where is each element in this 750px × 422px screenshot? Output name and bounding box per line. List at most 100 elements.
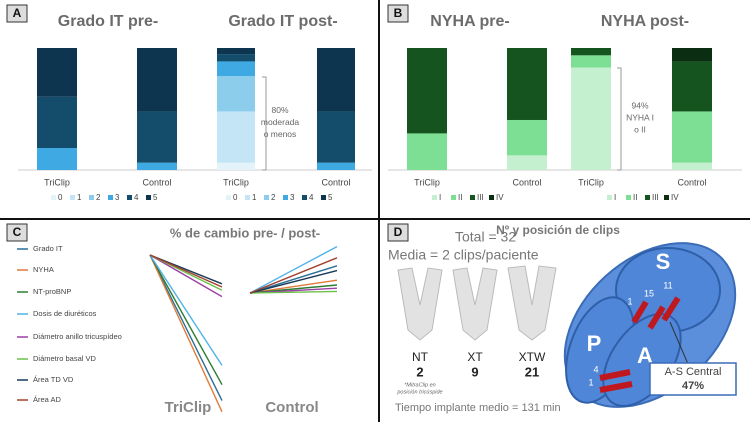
chart-title: NYHA post- — [601, 13, 689, 30]
slope-line — [149, 254, 223, 401]
slope-line — [149, 254, 223, 413]
legend-label: 4 — [134, 193, 139, 202]
bar-segment — [217, 76, 255, 112]
slope-line — [249, 245, 338, 294]
legend-label: I — [439, 193, 441, 202]
chart-title: Grado IT post- — [228, 13, 337, 30]
slope-line — [249, 257, 338, 294]
legend-label: NT-proBNP — [33, 287, 71, 296]
legend-swatch — [645, 195, 650, 200]
callout-text: A-S Central — [665, 366, 722, 378]
bar-segment — [507, 48, 547, 120]
bar-segment — [507, 155, 547, 170]
bar-segment — [571, 67, 611, 170]
clip-marks — [599, 296, 681, 393]
bar-segment — [407, 48, 447, 134]
legend-swatch — [245, 195, 250, 200]
callout-line — [669, 321, 689, 365]
legend-swatch — [226, 195, 231, 200]
clip-count-label: 4 — [593, 364, 598, 374]
clip-image — [397, 267, 443, 341]
chart-title: NYHA pre- — [430, 13, 509, 30]
x-tick-label: Control — [321, 177, 350, 187]
legend-label: IV — [496, 193, 504, 202]
group-label: TriClip — [165, 399, 212, 416]
legend-label: 5 — [153, 193, 158, 202]
legend-swatch — [89, 195, 94, 200]
bar-segment — [407, 133, 447, 170]
diagram-title: Nº y posición de clips — [496, 223, 620, 237]
legend-swatch — [264, 195, 269, 200]
panel-label-box — [387, 4, 409, 23]
legend-label: Diámetro anillo tricuspídeo — [33, 332, 122, 341]
x-tick-label: Control — [512, 177, 541, 187]
slope-line — [149, 254, 223, 385]
clip-image — [452, 267, 498, 341]
callout-box — [649, 362, 737, 396]
bar-segment — [571, 55, 611, 68]
bar-segment — [571, 48, 611, 56]
legend-label: 0 — [233, 193, 238, 202]
legend-swatch — [432, 195, 437, 200]
clip-images — [397, 265, 557, 341]
clip-mark — [599, 369, 631, 381]
note: *MitraClip en — [404, 382, 435, 388]
leaflet-label: A — [637, 343, 653, 368]
legend-label: 4 — [309, 193, 314, 202]
legend-swatch — [146, 195, 151, 200]
clip-count-label: 15 — [644, 288, 654, 298]
clip-mark — [599, 381, 633, 393]
legend-swatch — [283, 195, 288, 200]
slope-line — [249, 265, 338, 294]
bracket — [617, 67, 622, 171]
clip-counts: 1 15 11 4 1 — [588, 280, 672, 387]
clip-count-label: 1 — [627, 296, 632, 306]
clip-count-label: 1 — [588, 377, 593, 387]
clip-count: 9 — [471, 364, 478, 379]
panel-label: C — [13, 225, 22, 239]
bracket — [262, 76, 267, 171]
panel-label: A — [13, 6, 22, 20]
callout-value: 47% — [682, 380, 704, 392]
bar-segment — [217, 48, 255, 55]
legend-label: Dosis de diuréticos — [33, 309, 97, 318]
annotation: o menos — [264, 129, 297, 139]
panel-label: B — [394, 6, 403, 20]
slope-line — [149, 254, 223, 366]
bar-segment — [37, 148, 77, 170]
legend-label: Área TD VD — [33, 375, 74, 384]
legend-label: III — [652, 193, 659, 202]
annotation: 80% — [271, 105, 288, 115]
legend-label: 3 — [115, 193, 120, 202]
clip-name: XT — [467, 350, 483, 364]
clip-mark — [631, 300, 649, 324]
bar-segment — [507, 119, 547, 156]
legend-swatch — [470, 195, 475, 200]
clip-mark — [661, 296, 681, 322]
bar-segment — [217, 61, 255, 77]
legend-swatch — [626, 195, 631, 200]
clip-mark — [647, 305, 666, 330]
slope-line — [149, 254, 223, 288]
bar-segment — [672, 48, 712, 62]
panel-label-box — [6, 4, 28, 23]
total: Total = 32 — [455, 229, 516, 245]
legend-swatch — [70, 195, 75, 200]
leaflet-label: S — [656, 249, 671, 274]
bar-segment — [37, 48, 77, 97]
legend-swatch — [108, 195, 113, 200]
bar-segment — [217, 162, 255, 170]
bar-segment — [672, 162, 712, 170]
legend-label: 1 — [77, 193, 82, 202]
clip-name: NT — [412, 350, 429, 364]
bar-segment — [217, 54, 255, 62]
bar-segment — [672, 61, 712, 112]
legend-label: Diámetro basal VD — [33, 354, 97, 363]
slope-line — [249, 269, 338, 294]
panel-label: D — [394, 225, 403, 239]
x-tick-label: TriClip — [223, 177, 249, 187]
legend-label: II — [633, 193, 637, 202]
x-tick-label: TriClip — [578, 177, 604, 187]
legend-label: II — [458, 193, 462, 202]
bar-segment — [137, 48, 177, 112]
